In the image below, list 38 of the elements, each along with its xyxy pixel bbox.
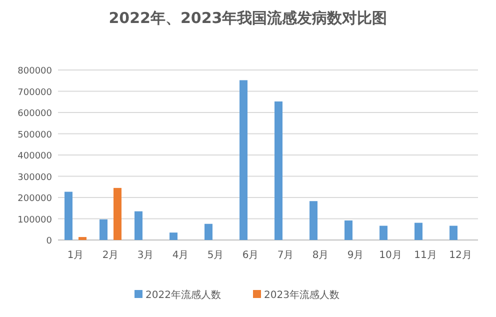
x-tick-label: 9月 [347,250,364,261]
bar [134,211,142,240]
y-tick-label: 800000 [18,66,52,76]
chart-title: 2022年、2023年我国流感发病数对比图 [108,9,388,27]
x-tick-label: 4月 [172,250,189,261]
x-tick-label: 7月 [277,250,294,261]
bar [114,188,122,240]
bar [450,226,458,240]
x-tick-label: 10月 [379,250,402,261]
x-tick-label: 5月 [207,250,224,261]
y-tick-label: 500000 [18,130,52,140]
x-tick-label: 2月 [102,250,119,261]
y-tick-label: 700000 [18,88,52,98]
bar [64,192,72,240]
y-tick-label: 100000 [18,215,52,226]
bar [344,220,352,240]
legend-label: 2023年流感人数 [264,289,340,301]
x-tick-label: 11月 [414,250,437,261]
bar [240,80,248,240]
y-tick-label: 300000 [18,172,52,183]
bar [310,201,318,240]
bar [204,224,212,240]
bar [414,222,422,240]
x-tick-label: 12月 [449,250,472,261]
x-tick-label: 1月 [67,250,84,261]
y-tick-label: 200000 [18,194,52,204]
x-tick-label: 8月 [312,250,329,261]
bar [170,232,178,240]
bar [100,219,108,240]
bar [78,237,86,240]
y-tick-label: 600000 [18,109,52,119]
x-tick-label: 3月 [137,250,154,261]
bar [274,101,282,240]
x-tick-label: 6月 [242,250,259,261]
y-tick-label: 400000 [18,152,52,162]
bar [380,226,388,240]
y-tick-label: 0 [46,236,52,246]
legend-label: 2022年流感人数 [146,289,221,301]
